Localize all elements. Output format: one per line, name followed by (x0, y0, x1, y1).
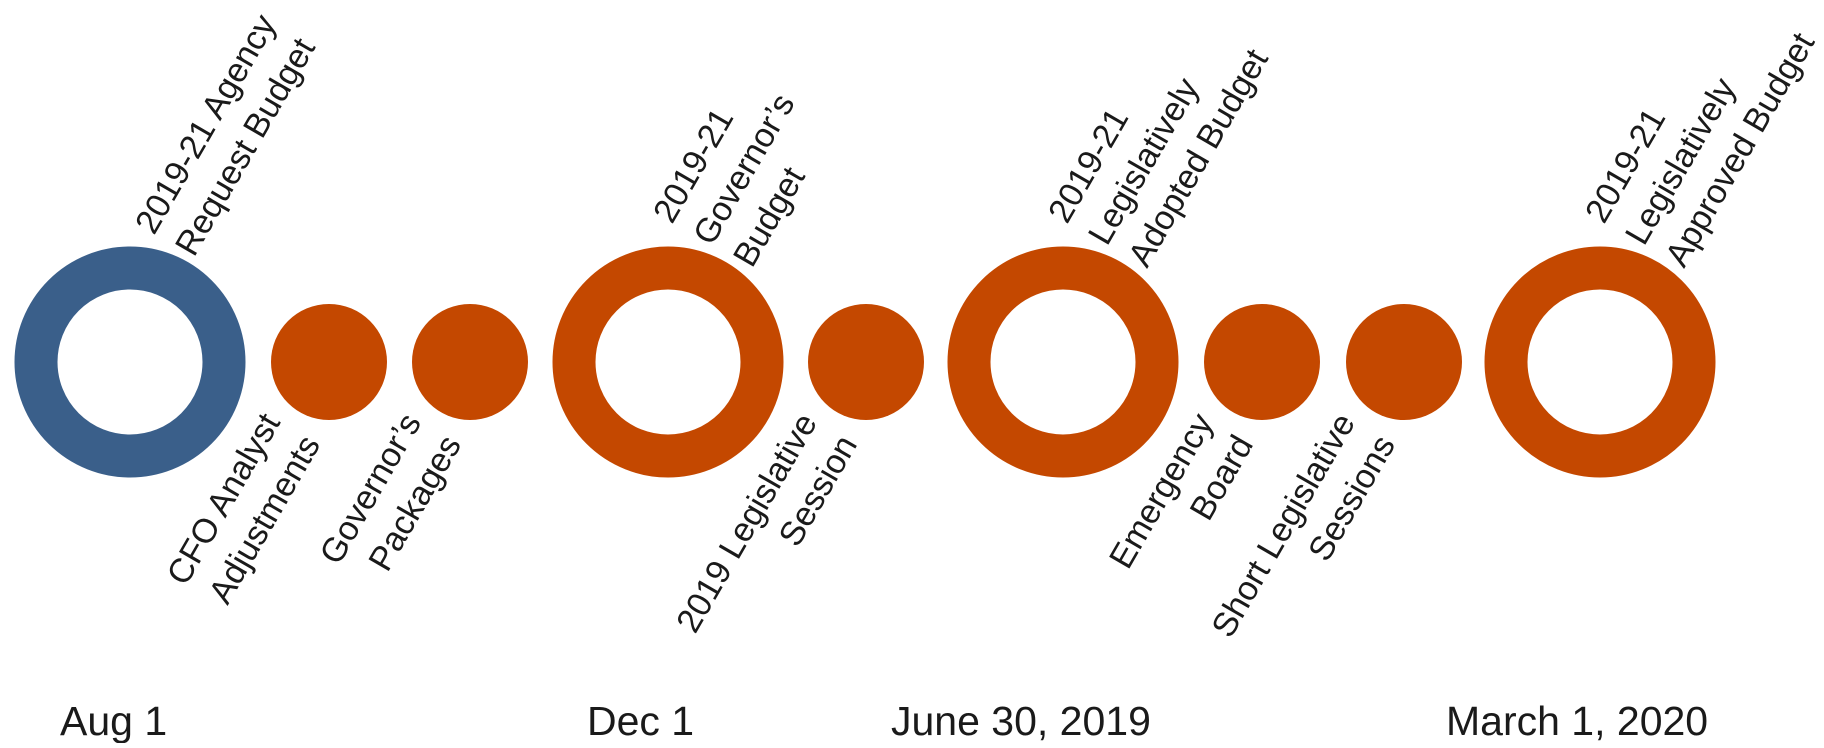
event-dot (412, 304, 528, 420)
milestone-ring (1484, 246, 1716, 478)
milestone-ring (947, 246, 1179, 478)
date-label: June 30, 2019 (891, 698, 1151, 743)
event-dot (271, 304, 387, 420)
milestone-ring (552, 246, 784, 478)
milestone-ring (14, 246, 246, 478)
event-dot (1204, 304, 1320, 420)
date-label: Aug 1 (60, 698, 167, 743)
date-label: Dec 1 (587, 698, 694, 743)
date-label: March 1, 2020 (1446, 698, 1708, 743)
event-dot (808, 304, 924, 420)
event-dot (1346, 304, 1462, 420)
